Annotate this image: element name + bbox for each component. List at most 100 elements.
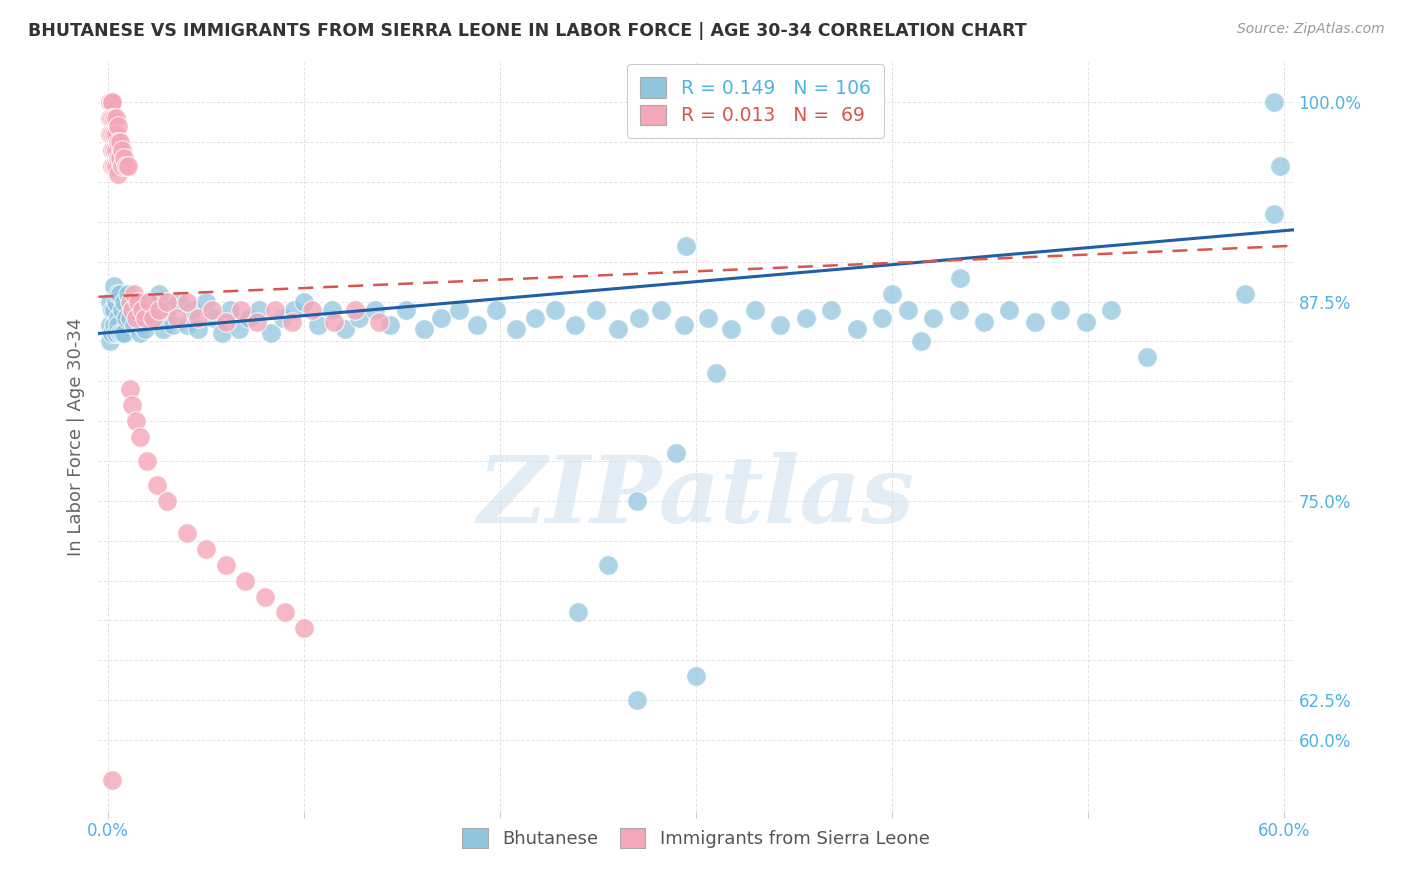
Point [870, 310, 893, 325]
Point [973, 315, 995, 329]
Point [108, 151, 131, 165]
Point [238, 310, 260, 325]
Point [128, 430, 150, 444]
Point [447, 302, 470, 317]
Point [395, 302, 418, 317]
Point [98, 294, 121, 309]
Point [108, 135, 131, 149]
Point [98, 95, 121, 110]
Point [696, 310, 718, 325]
Point [108, 326, 131, 341]
Point [107, 310, 129, 325]
Legend: Bhutanese, Immigrants from Sierra Leone: Bhutanese, Immigrants from Sierra Leone [451, 817, 941, 859]
Point [103, 302, 125, 317]
Point [367, 315, 389, 329]
Point [121, 294, 143, 309]
Point [650, 302, 672, 317]
Point [103, 127, 125, 141]
Point [626, 493, 648, 508]
Point [704, 367, 727, 381]
Point [105, 143, 128, 157]
Point [187, 310, 209, 325]
Point [544, 302, 567, 317]
Point [148, 302, 170, 317]
Point [112, 326, 135, 341]
Point [896, 302, 918, 317]
Point [910, 334, 932, 349]
Point [769, 318, 792, 333]
Point [564, 318, 586, 333]
Point [101, 326, 124, 341]
Point [322, 315, 344, 329]
Point [136, 454, 159, 468]
Point [260, 326, 283, 341]
Point [181, 302, 204, 317]
Point [524, 310, 547, 325]
Point [235, 574, 257, 588]
Point [412, 321, 434, 335]
Point [105, 159, 128, 173]
Point [107, 318, 129, 333]
Point [103, 278, 125, 293]
Point [136, 294, 159, 309]
Point [121, 398, 143, 412]
Point [176, 525, 198, 540]
Point [1135, 351, 1157, 365]
Point [98, 334, 121, 349]
Point [820, 302, 842, 317]
Point [143, 310, 166, 325]
Point [107, 151, 129, 165]
Point [146, 478, 169, 492]
Point [103, 112, 125, 126]
Point [1024, 315, 1046, 329]
Point [134, 310, 156, 325]
Point [665, 446, 688, 460]
Point [103, 159, 125, 173]
Point [176, 294, 198, 309]
Point [166, 310, 188, 325]
Point [98, 95, 121, 110]
Point [108, 286, 131, 301]
Point [111, 143, 134, 157]
Point [98, 95, 121, 110]
Point [122, 286, 145, 301]
Point [626, 693, 648, 707]
Y-axis label: In Labor Force | Age 30-34: In Labor Force | Age 30-34 [66, 318, 84, 557]
Point [101, 159, 124, 173]
Point [111, 159, 134, 173]
Point [1263, 95, 1285, 110]
Point [606, 321, 628, 335]
Point [107, 167, 129, 181]
Point [247, 302, 270, 317]
Point [347, 310, 370, 325]
Point [107, 119, 129, 133]
Point [253, 590, 276, 604]
Point [167, 294, 190, 309]
Point [111, 302, 134, 317]
Point [101, 143, 124, 157]
Text: BHUTANESE VS IMMIGRANTS FROM SIERRA LEONE IN LABOR FORCE | AGE 30-34 CORRELATION: BHUTANESE VS IMMIGRANTS FROM SIERRA LEON… [28, 22, 1026, 40]
Point [105, 112, 128, 126]
Point [1074, 315, 1097, 329]
Point [228, 321, 250, 335]
Point [585, 302, 607, 317]
Point [845, 321, 868, 335]
Point [292, 294, 315, 309]
Point [127, 294, 149, 309]
Point [271, 310, 294, 325]
Point [156, 294, 179, 309]
Point [567, 606, 589, 620]
Point [1268, 159, 1291, 173]
Point [152, 321, 174, 335]
Point [1099, 302, 1122, 317]
Point [105, 294, 128, 309]
Point [301, 302, 323, 317]
Point [101, 95, 124, 110]
Point [949, 270, 972, 285]
Point [124, 302, 146, 317]
Point [273, 606, 295, 620]
Point [596, 558, 619, 572]
Point [344, 302, 367, 317]
Point [122, 318, 145, 333]
Point [215, 558, 238, 572]
